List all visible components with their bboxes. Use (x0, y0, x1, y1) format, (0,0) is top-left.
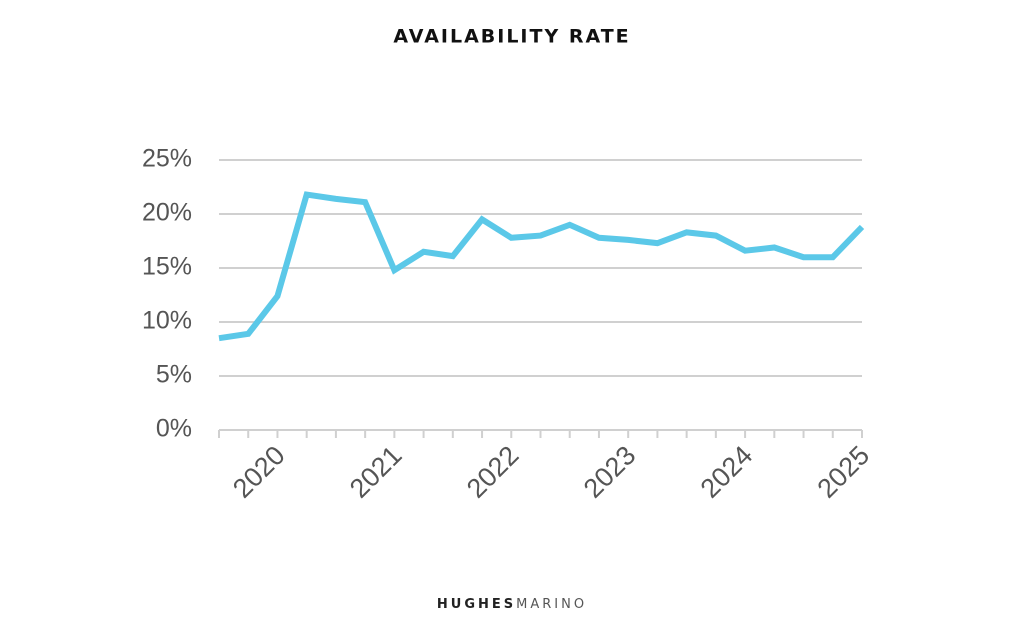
brand-light: MARINO (516, 597, 587, 612)
y-tick-label: 25% (142, 145, 192, 173)
footer-brand: HUGHESMARINO (437, 597, 587, 612)
x-tick-label: 2020 (227, 440, 291, 504)
y-tick-label: 15% (142, 253, 192, 281)
x-tick-label: 2021 (344, 440, 408, 504)
y-tick-label: 0% (156, 415, 192, 443)
x-tick-label: 2024 (695, 440, 759, 504)
x-tick-label: 2025 (812, 440, 876, 504)
y-tick-label: 10% (142, 307, 192, 335)
data-line (218, 191, 865, 342)
y-tick-label: 5% (156, 361, 192, 389)
y-tick-label: 20% (142, 199, 192, 227)
x-tick-label: 2022 (461, 440, 525, 504)
chart-title: AVAILABILITY RATE (393, 26, 630, 48)
x-tick-label: 2023 (578, 440, 642, 504)
brand-bold: HUGHES (437, 597, 516, 612)
